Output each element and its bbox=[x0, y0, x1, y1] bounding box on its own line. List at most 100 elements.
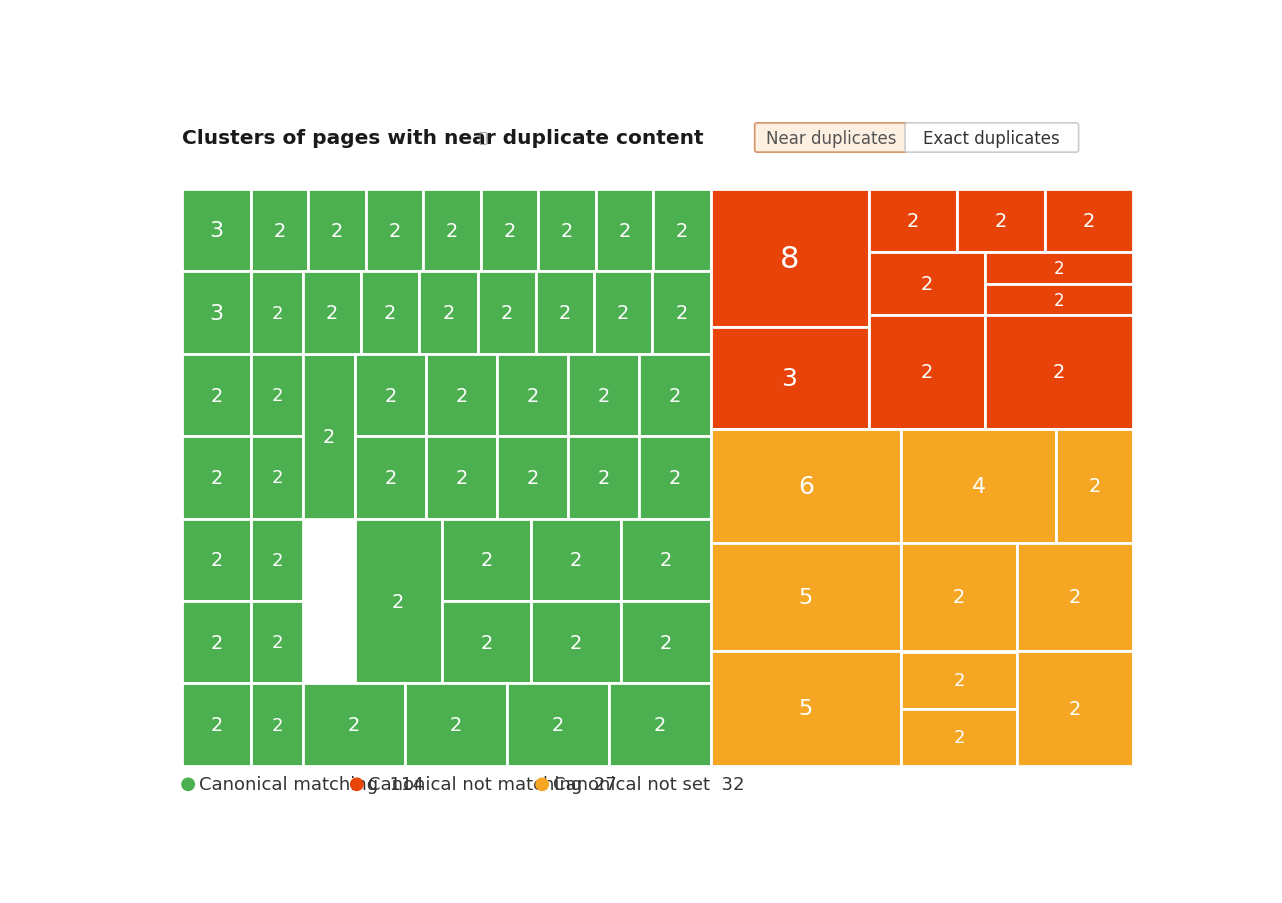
Text: 2: 2 bbox=[954, 729, 965, 747]
Text: 2: 2 bbox=[654, 715, 665, 734]
Text: 2: 2 bbox=[597, 469, 610, 488]
Bar bbox=[1056, 429, 1133, 543]
FancyBboxPatch shape bbox=[755, 124, 908, 153]
Text: 2: 2 bbox=[1082, 212, 1095, 231]
Text: 2: 2 bbox=[388, 221, 401, 240]
Bar bbox=[531, 601, 620, 684]
Bar bbox=[251, 684, 303, 766]
Text: 2: 2 bbox=[210, 715, 223, 734]
Text: 2: 2 bbox=[210, 386, 223, 405]
Bar bbox=[710, 651, 901, 766]
Text: 2: 2 bbox=[527, 469, 538, 488]
Circle shape bbox=[350, 778, 363, 791]
Circle shape bbox=[182, 778, 195, 791]
Bar bbox=[497, 355, 568, 437]
Text: 2: 2 bbox=[331, 221, 344, 240]
Text: 2: 2 bbox=[920, 275, 933, 294]
Bar bbox=[303, 272, 362, 355]
Text: 2: 2 bbox=[273, 221, 286, 240]
Bar bbox=[620, 519, 710, 601]
Bar bbox=[985, 316, 1133, 429]
Text: 2: 2 bbox=[570, 551, 582, 570]
Text: 2: 2 bbox=[920, 363, 933, 382]
Text: 6: 6 bbox=[797, 474, 814, 498]
Bar bbox=[538, 190, 596, 272]
Text: 2: 2 bbox=[669, 469, 681, 488]
Text: 2: 2 bbox=[385, 386, 396, 405]
Bar bbox=[620, 601, 710, 684]
Text: 2: 2 bbox=[1069, 588, 1081, 607]
Text: 2: 2 bbox=[1053, 363, 1065, 382]
Text: 2: 2 bbox=[953, 588, 965, 607]
Bar bbox=[182, 355, 251, 437]
Text: 3: 3 bbox=[209, 303, 223, 323]
Text: 2: 2 bbox=[659, 633, 672, 652]
Bar bbox=[497, 437, 568, 519]
Text: 2: 2 bbox=[392, 591, 404, 610]
Bar bbox=[441, 601, 531, 684]
Bar bbox=[441, 519, 531, 601]
Bar bbox=[956, 190, 1045, 253]
Text: 2: 2 bbox=[618, 221, 631, 240]
Text: 2: 2 bbox=[1054, 260, 1064, 278]
Text: 2: 2 bbox=[210, 633, 223, 652]
Text: 2: 2 bbox=[481, 633, 492, 652]
Text: 2: 2 bbox=[504, 221, 515, 240]
Text: 2: 2 bbox=[210, 551, 223, 570]
Bar bbox=[251, 272, 303, 355]
Bar bbox=[901, 543, 1017, 651]
Text: 2: 2 bbox=[527, 386, 538, 405]
Text: 2: 2 bbox=[570, 633, 582, 652]
Bar bbox=[182, 272, 251, 355]
Bar bbox=[869, 316, 985, 429]
Text: 4: 4 bbox=[972, 476, 986, 496]
Bar bbox=[182, 190, 251, 272]
Bar bbox=[531, 519, 620, 601]
Text: 2: 2 bbox=[906, 212, 919, 231]
Text: 2: 2 bbox=[1088, 477, 1101, 496]
FancyBboxPatch shape bbox=[905, 124, 1078, 153]
Bar bbox=[901, 652, 1018, 709]
Bar bbox=[869, 190, 956, 253]
Bar bbox=[1045, 190, 1133, 253]
Bar bbox=[251, 190, 309, 272]
Text: 2: 2 bbox=[659, 551, 672, 570]
Bar bbox=[1017, 543, 1133, 651]
Text: 5: 5 bbox=[799, 587, 813, 607]
Text: 2: 2 bbox=[442, 303, 455, 323]
Bar bbox=[182, 684, 251, 766]
Bar bbox=[355, 437, 426, 519]
Text: Near duplicates: Near duplicates bbox=[767, 129, 896, 147]
Bar bbox=[609, 684, 710, 766]
Text: Clusters of pages with near duplicate content: Clusters of pages with near duplicate co… bbox=[182, 129, 704, 148]
Text: 2: 2 bbox=[560, 221, 573, 240]
Bar bbox=[365, 190, 423, 272]
Bar bbox=[594, 272, 653, 355]
Bar bbox=[426, 355, 497, 437]
Bar bbox=[901, 429, 1056, 543]
Text: 2: 2 bbox=[597, 386, 610, 405]
Bar bbox=[568, 355, 640, 437]
Bar bbox=[303, 684, 405, 766]
Text: 2: 2 bbox=[385, 469, 396, 488]
Text: 8: 8 bbox=[779, 244, 799, 274]
Bar bbox=[710, 190, 869, 328]
Text: 2: 2 bbox=[271, 634, 282, 652]
Text: 2: 2 bbox=[271, 716, 282, 734]
Text: Exact duplicates: Exact duplicates bbox=[923, 129, 1060, 147]
Bar bbox=[640, 437, 710, 519]
Text: 2: 2 bbox=[1054, 292, 1064, 309]
Bar bbox=[355, 355, 426, 437]
Text: Canonical not matching  27: Canonical not matching 27 bbox=[368, 776, 617, 794]
Bar bbox=[653, 272, 710, 355]
Bar bbox=[355, 519, 441, 684]
Text: 2: 2 bbox=[450, 715, 462, 734]
Text: 5: 5 bbox=[799, 699, 813, 719]
Bar bbox=[405, 684, 506, 766]
Text: 2: 2 bbox=[559, 303, 570, 323]
Text: Canonical not set  32: Canonical not set 32 bbox=[553, 776, 745, 794]
Bar bbox=[309, 190, 365, 272]
Bar bbox=[426, 437, 497, 519]
Bar bbox=[251, 519, 303, 601]
Text: 2: 2 bbox=[271, 469, 282, 487]
